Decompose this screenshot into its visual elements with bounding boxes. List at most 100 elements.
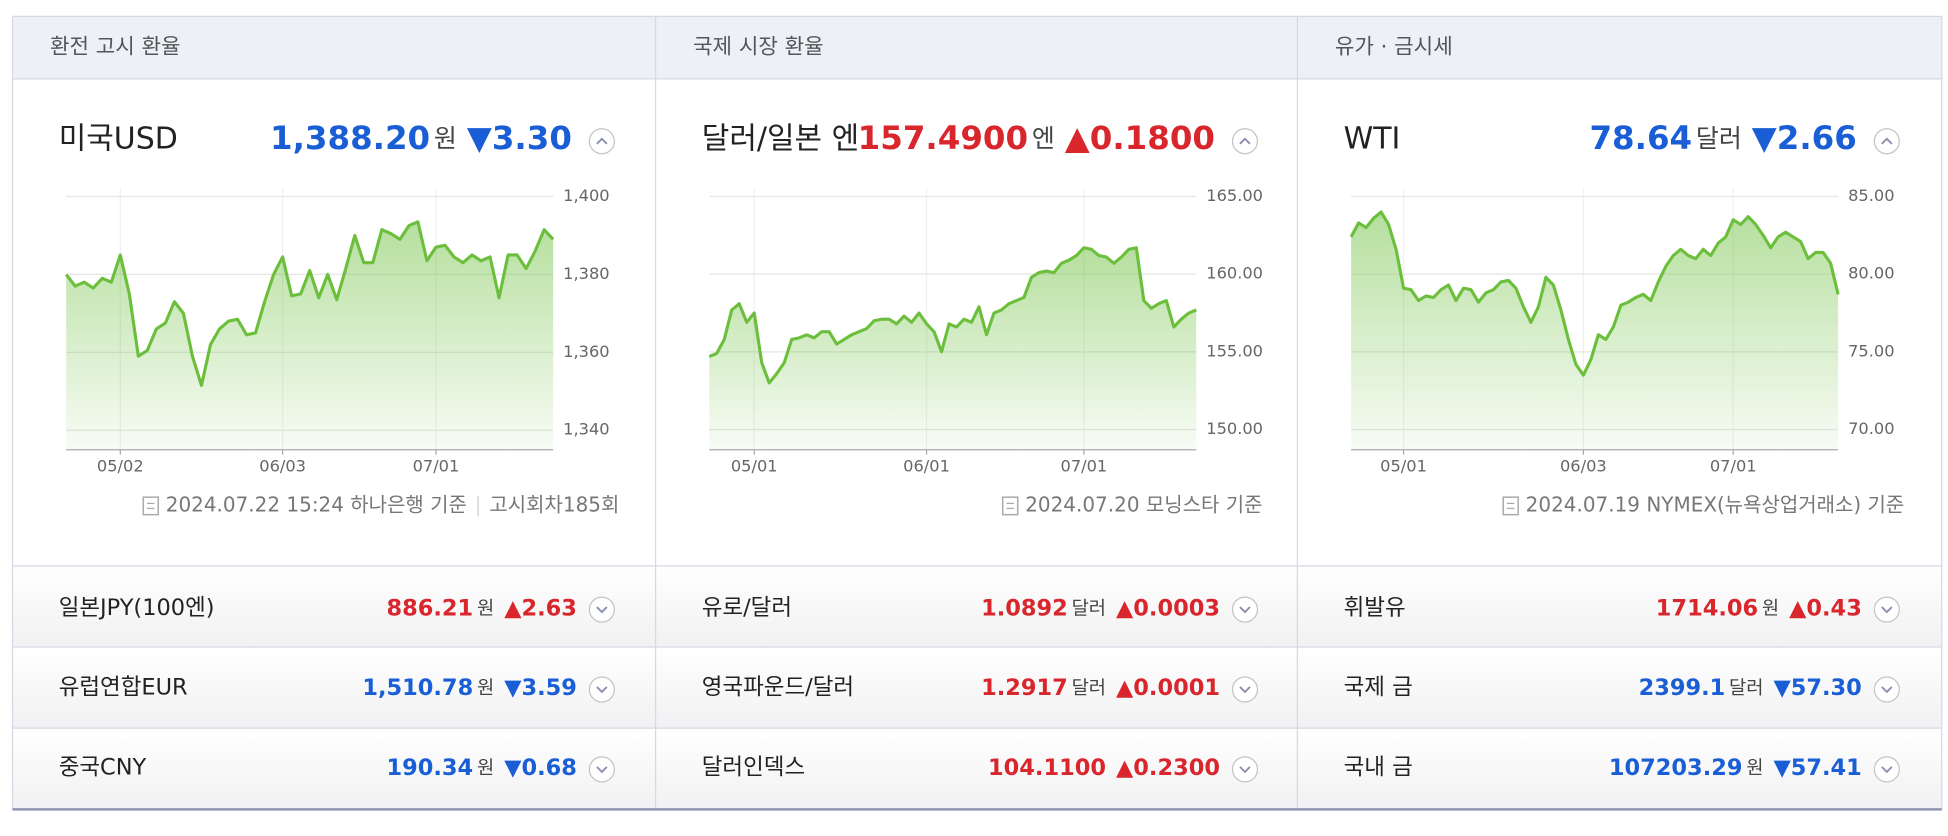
quote-value: 886.21 원 ▲2.63 <box>386 595 576 621</box>
unit: 달러 <box>1696 124 1742 153</box>
value: 886.21 <box>386 595 473 621</box>
value: 1,510.78 <box>362 675 473 701</box>
change: ▲0.2300 <box>1116 755 1220 781</box>
chevron <box>1239 137 1251 145</box>
value: 1.0892 <box>981 595 1068 621</box>
quote-name: WTI <box>1344 122 1401 157</box>
value: 104.1100 <box>988 755 1106 781</box>
panel-header: 유가 · 금시세 <box>1335 35 1453 60</box>
y-tick-label: 1,340 <box>563 420 609 439</box>
y-tick-label: 1,360 <box>563 342 609 361</box>
value: 1714.06 <box>1656 595 1758 621</box>
quote-name: 중국CNY <box>59 755 147 781</box>
note: 고시회차185회 <box>489 492 619 516</box>
toggle-button[interactable] <box>1873 756 1900 783</box>
toggle-button[interactable] <box>588 756 615 783</box>
change: ▲0.43 <box>1789 595 1862 621</box>
toggle-circle <box>1873 676 1900 703</box>
toggle-button[interactable] <box>1873 128 1900 155</box>
y-tick-label: 155.00 <box>1206 341 1263 360</box>
toggle-button[interactable] <box>1873 676 1900 703</box>
area <box>1351 212 1839 450</box>
change: ▼3.30 <box>467 119 572 157</box>
toggle-circle <box>1231 676 1259 703</box>
unit: 달러 <box>1729 678 1763 699</box>
toggle-circle <box>588 676 615 703</box>
y-tick-label: 160.00 <box>1206 264 1263 283</box>
line <box>64 220 555 388</box>
chevron <box>1881 606 1893 614</box>
value: 107203.29 <box>1609 755 1743 781</box>
toggle-circle <box>1231 128 1259 155</box>
chevron <box>1239 606 1251 614</box>
chevron <box>1239 686 1251 694</box>
quote-value: 2399.1 달러 ▼57.30 <box>1639 675 1862 701</box>
quote-value: 1,510.78 원 ▼3.59 <box>362 675 577 701</box>
panel-header: 환전 고시 환율 <box>50 35 181 60</box>
toggle-button[interactable] <box>588 596 615 623</box>
quote-name: 휘발유 <box>1344 595 1406 621</box>
value: 1,388.20 <box>270 119 430 157</box>
toggle-button[interactable] <box>1231 128 1259 155</box>
toggle-circle <box>1873 128 1900 155</box>
toggle-circle <box>588 756 615 783</box>
toggle-button[interactable] <box>588 128 615 155</box>
chevron <box>596 606 608 614</box>
value: 157.4900 <box>858 119 1028 157</box>
x-tick-label: 06/03 <box>259 457 306 476</box>
toggle-button[interactable] <box>1231 756 1259 783</box>
y-tick-label: 70.00 <box>1848 419 1894 438</box>
unit: 원 <box>1746 758 1763 779</box>
x-tick-label: 05/01 <box>1380 457 1427 476</box>
toggle-button[interactable] <box>588 676 615 703</box>
change: ▲0.0003 <box>1116 595 1220 621</box>
x-tick-label: 07/01 <box>413 457 460 476</box>
unit: 원 <box>434 124 457 153</box>
change: ▼3.59 <box>504 675 577 701</box>
toggle-circle <box>1231 596 1259 623</box>
x-tick-label: 06/01 <box>903 457 950 476</box>
quote-value: 1714.06 원 ▲0.43 <box>1656 595 1862 621</box>
y-tick-label: 75.00 <box>1848 341 1894 360</box>
quote-name: 달러/일본 엔 <box>702 122 859 157</box>
x-tick-label: 05/01 <box>731 457 778 476</box>
toggle-circle <box>1873 756 1900 783</box>
toggle-button[interactable] <box>1231 676 1259 703</box>
note-icon <box>1502 496 1519 516</box>
quote-name: 달러인덱스 <box>702 755 805 781</box>
quote-value: 107203.29 원 ▼57.41 <box>1609 755 1862 781</box>
quote-name: 일본JPY(100엔) <box>59 595 215 621</box>
panel-header: 국제 시장 환율 <box>693 35 824 60</box>
note: 2024.07.19 NYMEX(뉴욕상업거래소) 기준 <box>1526 492 1905 516</box>
change: ▲0.1800 <box>1065 119 1215 157</box>
unit: 엔 <box>1032 124 1055 153</box>
x-tick-label: 06/03 <box>1560 457 1607 476</box>
toggle-button[interactable] <box>1873 596 1900 623</box>
change: ▲2.63 <box>504 595 577 621</box>
chevron <box>596 766 608 774</box>
y-tick-label: 1,380 <box>563 264 609 283</box>
y-tick-label: 85.00 <box>1848 186 1894 205</box>
note-icon <box>142 496 160 516</box>
chevron <box>1881 766 1893 774</box>
y-tick-label: 80.00 <box>1848 264 1894 283</box>
change: ▼57.41 <box>1773 755 1861 781</box>
x-tick-label: 07/01 <box>1710 457 1757 476</box>
change: ▲0.0001 <box>1116 675 1220 701</box>
area <box>709 247 1197 450</box>
line <box>708 246 1197 385</box>
y-tick-label: 1,400 <box>563 186 609 205</box>
unit: 원 <box>477 598 494 619</box>
unit: 원 <box>1762 598 1779 619</box>
header-band <box>12 16 1942 79</box>
unit: 원 <box>477 758 494 779</box>
toggle-button[interactable] <box>1231 596 1259 623</box>
unit: 달러 <box>1072 678 1106 699</box>
chevron <box>1881 686 1893 694</box>
row-bg <box>12 647 1942 729</box>
change: ▼0.68 <box>504 755 577 781</box>
line <box>1349 210 1840 377</box>
quote-name: 국내 금 <box>1344 755 1413 781</box>
